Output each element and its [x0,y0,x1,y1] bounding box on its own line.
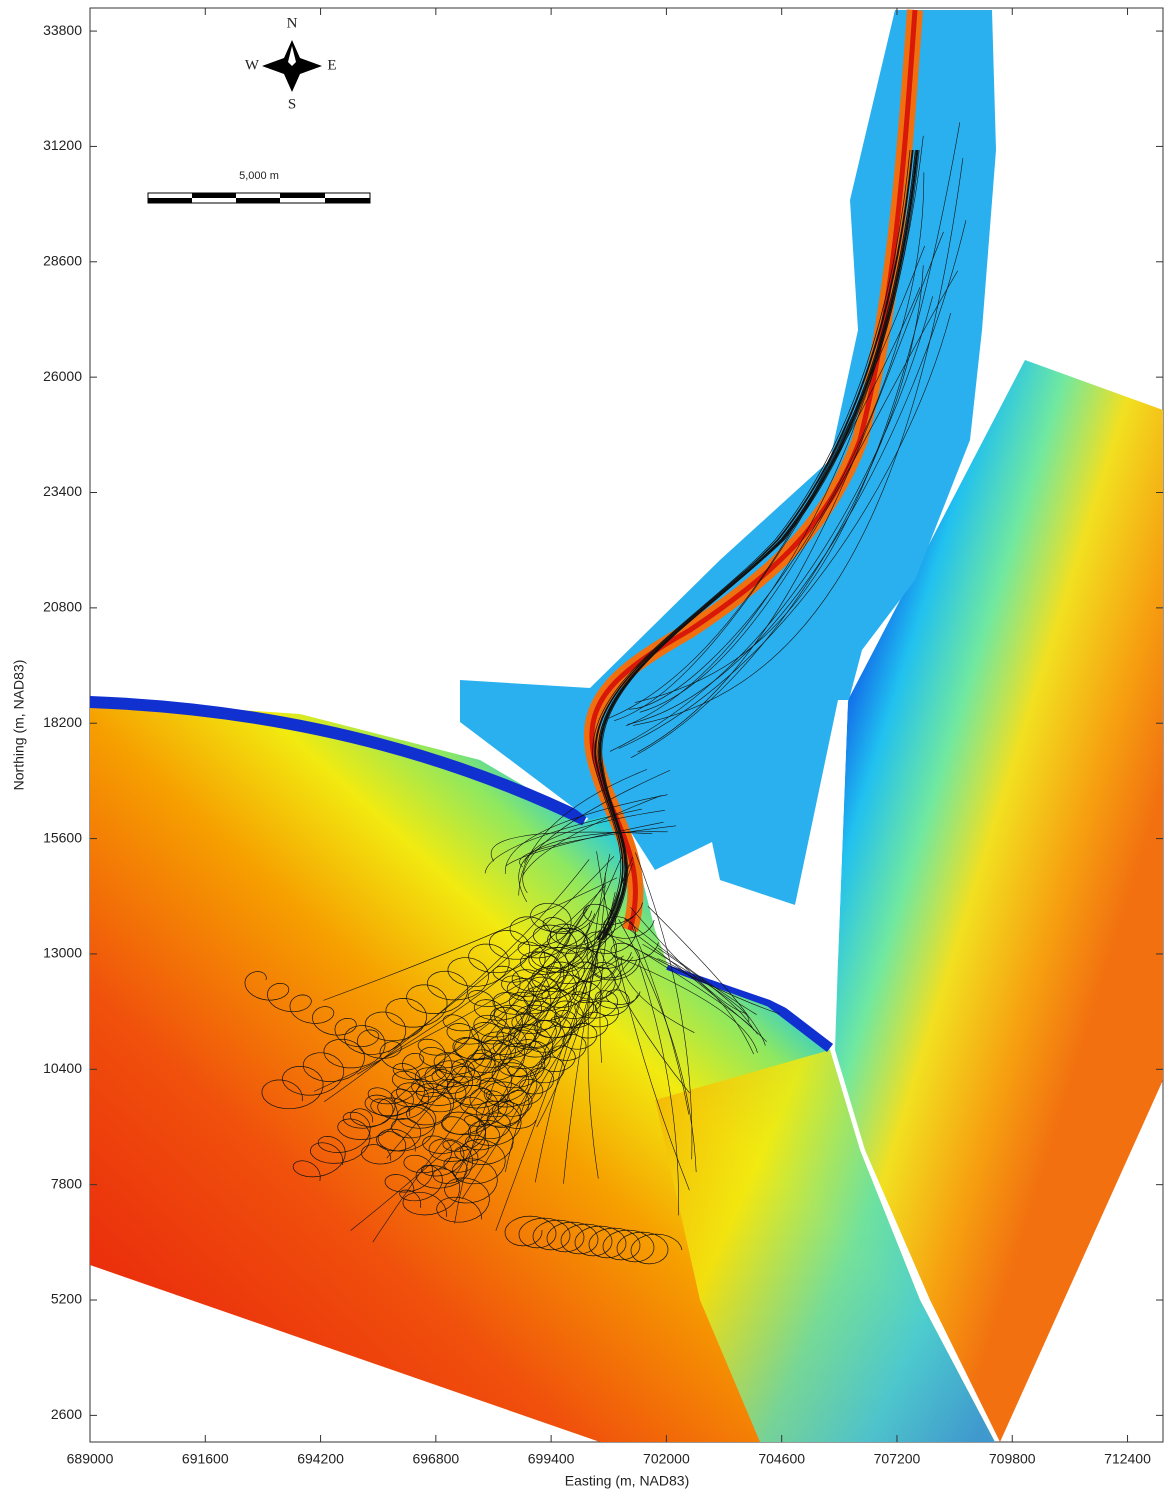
y-tick-label: 31200 [43,137,82,153]
y-tick-label: 2600 [51,1406,82,1422]
y-tick-label: 28600 [43,252,82,268]
compass-e: E [327,57,336,73]
scale-seg [236,198,280,203]
x-axis-label: Easting (m, NAD83) [565,1473,689,1489]
scale-seg [148,198,192,203]
y-tick-label: 10400 [43,1060,82,1076]
map-chart: N S W E 5,000 m Easting (m, NAD83) North… [0,0,1165,1496]
x-tick-label: 699400 [528,1451,575,1467]
compass-s: S [288,96,296,112]
y-tick-label: 5200 [51,1291,82,1307]
x-tick-label: 689000 [67,1451,114,1467]
y-tick-label: 26000 [43,368,82,384]
scale-label: 5,000 m [239,170,279,182]
y-tick-label: 15600 [43,829,82,845]
x-tick-label: 694200 [297,1451,344,1467]
x-tick-label: 696800 [412,1451,459,1467]
page: {"chart_data": { "type": "map", "x_label… [0,0,1165,1496]
x-tick-label: 712400 [1104,1451,1151,1467]
y-tick-label: 33800 [43,22,82,38]
y-tick-label: 20800 [43,599,82,615]
y-axis-label: Northing (m, NAD83) [11,660,27,791]
scale-seg [325,198,370,203]
compass-n: N [287,15,298,31]
y-tick-label: 23400 [43,483,82,499]
scale-seg [192,193,236,198]
x-tick-label: 707200 [874,1451,921,1467]
y-tick-label: 13000 [43,945,82,961]
y-tick-label: 7800 [51,1175,82,1191]
scale-seg [280,193,325,198]
compass-w: W [245,57,260,73]
y-tick-label: 18200 [43,714,82,730]
x-tick-label: 709800 [989,1451,1036,1467]
x-tick-label: 691600 [182,1451,229,1467]
x-tick-label: 702000 [643,1451,690,1467]
x-tick-label: 704600 [758,1451,805,1467]
